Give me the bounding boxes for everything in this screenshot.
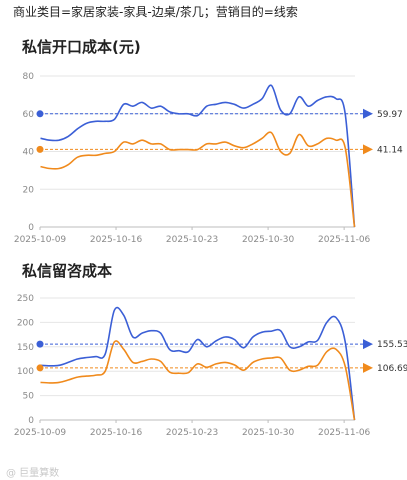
y-tick-label: 0 [28, 416, 34, 426]
reference-value-label: 106.69 [377, 364, 407, 374]
y-tick-label: 40 [23, 148, 35, 158]
chart-title-consult-cost: 私信留咨成本 [22, 262, 113, 280]
watermark: @ 巨量算数 [6, 468, 60, 479]
y-tick-label: 250 [17, 294, 34, 304]
y-tick-label: 0 [28, 223, 34, 233]
reference-arrow-icon [363, 108, 373, 119]
x-tick-label: 2025-10-09 [14, 235, 67, 245]
filter-header: 商业类目=家居家装-家具-边桌/茶几；营销目的=线索 [13, 5, 298, 19]
x-tick-label: 2025-10-23 [166, 235, 218, 245]
y-tick-label: 100 [17, 367, 34, 377]
reference-start-dot [36, 110, 44, 118]
chart-title-open-cost: 私信开口成本(元) [22, 38, 141, 56]
series-line-blue [40, 84, 356, 228]
reference-arrow-icon [363, 144, 373, 155]
reference-arrow-icon [363, 339, 373, 350]
x-tick-label: 2025-10-23 [166, 428, 218, 438]
series-line-blue [40, 306, 356, 421]
y-tick-label: 50 [23, 392, 35, 402]
reference-value-label: 59.97 [377, 110, 403, 120]
reference-value-label: 41.14 [377, 145, 403, 155]
reference-start-dot [36, 364, 44, 372]
y-tick-label: 60 [23, 110, 35, 120]
y-tick-label: 200 [17, 318, 34, 328]
y-tick-label: 80 [23, 72, 35, 82]
x-tick-label: 2025-10-30 [242, 428, 295, 438]
reference-start-dot [36, 340, 44, 348]
x-tick-label: 2025-11-06 [318, 235, 371, 245]
x-tick-label: 2025-10-16 [90, 428, 143, 438]
y-tick-label: 150 [17, 343, 34, 353]
reference-start-dot [36, 145, 44, 153]
reference-arrow-icon [363, 362, 373, 373]
x-tick-label: 2025-10-09 [14, 428, 67, 438]
x-tick-label: 2025-10-16 [90, 235, 143, 245]
x-tick-label: 2025-11-06 [318, 428, 371, 438]
x-tick-label: 2025-10-30 [242, 235, 295, 245]
y-tick-label: 20 [23, 185, 35, 195]
reference-value-label: 155.53 [377, 340, 407, 350]
series-line-orange [40, 340, 356, 421]
